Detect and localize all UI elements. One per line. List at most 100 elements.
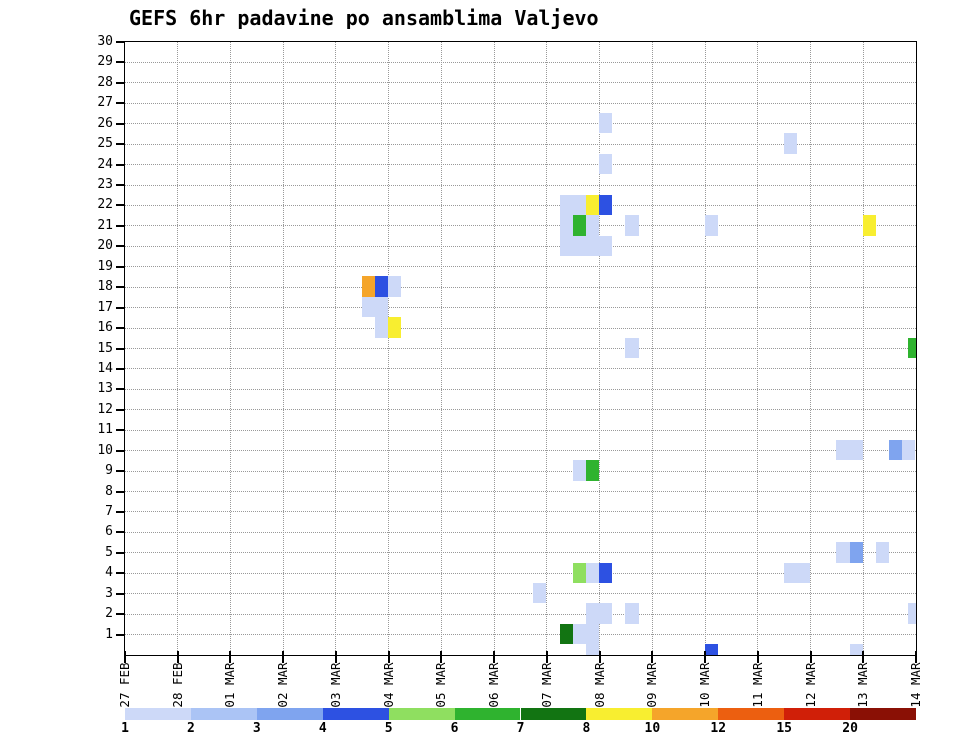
y-tick: [116, 81, 124, 84]
precip-cell: [559, 623, 573, 645]
precip-cell: [599, 235, 613, 257]
colorbar-tick-label: 6: [450, 721, 459, 736]
precip-cell: [572, 460, 586, 481]
y-tick: [116, 633, 124, 636]
grid-line-horizontal: [124, 286, 916, 288]
y-tick-label: 8: [105, 483, 113, 499]
y-tick: [116, 429, 124, 432]
precip-cell: [849, 644, 863, 655]
y-tick: [116, 306, 124, 309]
colorbar-tick-label: 15: [776, 721, 792, 736]
y-tick: [116, 531, 124, 534]
colorbar-tick-label: 12: [710, 721, 727, 736]
y-tick-label: 7: [105, 503, 113, 519]
y-tick-label: 17: [97, 299, 113, 315]
colorbar-segment: [586, 708, 653, 720]
y-tick-label: 28: [97, 74, 113, 90]
x-tick: [387, 651, 390, 663]
y-tick-label: 3: [105, 585, 113, 601]
precip-cell: [374, 317, 389, 338]
y-tick-label: 19: [97, 258, 113, 274]
grid-line-horizontal: [124, 409, 916, 411]
y-tick: [116, 61, 124, 64]
y-tick: [116, 347, 124, 350]
precip-cell: [836, 439, 850, 461]
colorbar-segment: [190, 708, 257, 720]
grid-line-horizontal: [124, 164, 916, 166]
y-tick: [116, 122, 124, 125]
x-tick: [440, 651, 443, 663]
colorbar-tick-label: 5: [384, 721, 393, 736]
y-tick-label: 1: [105, 626, 113, 642]
precip-cell: [388, 317, 402, 338]
precip-cell: [585, 644, 600, 655]
precip-cell: [625, 603, 639, 624]
precip-cell: [585, 562, 600, 583]
y-tick-label: 11: [97, 422, 113, 438]
precip-cell: [849, 439, 863, 461]
x-tick: [704, 651, 707, 663]
y-tick-label: 5: [105, 544, 113, 560]
precip-cell: [559, 215, 573, 236]
y-tick-label: 13: [97, 381, 113, 397]
x-tick: [176, 651, 179, 663]
grid-line-horizontal: [124, 429, 916, 431]
grid-line-horizontal: [124, 572, 916, 574]
grid-line-horizontal: [124, 388, 916, 390]
y-tick: [116, 408, 124, 411]
precip-cell: [585, 460, 600, 481]
y-tick: [116, 245, 124, 248]
precip-cell: [875, 542, 890, 563]
precip-cell: [374, 276, 389, 297]
y-tick: [116, 286, 124, 289]
colorbar-tick-label: 1: [121, 721, 129, 736]
y-tick-label: 12: [97, 401, 113, 417]
precip-cell: [585, 603, 600, 624]
x-tick: [651, 651, 654, 663]
grid-line-horizontal: [124, 470, 916, 472]
colorbar-segment: [850, 708, 916, 720]
precip-cell: [361, 296, 375, 318]
precip-cell: [585, 235, 600, 257]
colorbar-segment: [388, 708, 455, 720]
x-tick: [334, 651, 337, 663]
colorbar-segment: [652, 708, 719, 720]
y-tick-label: 16: [97, 320, 113, 336]
precip-cell: [572, 235, 586, 257]
grid-line-horizontal: [124, 450, 916, 452]
y-tick-label: 18: [97, 279, 113, 295]
colorbar: [125, 708, 916, 720]
grid-line-horizontal: [124, 102, 916, 104]
precip-cell: [388, 276, 402, 297]
precip-cell: [796, 562, 811, 583]
y-tick: [116, 470, 124, 473]
x-tick: [124, 651, 126, 663]
y-tick: [116, 572, 124, 575]
y-tick: [116, 490, 124, 493]
y-tick: [116, 510, 124, 513]
y-tick: [116, 592, 124, 595]
y-tick-label: 6: [105, 524, 113, 540]
colorbar-tick-label: 4: [318, 721, 327, 736]
x-tick: [598, 651, 601, 663]
precip-cell: [704, 215, 718, 236]
precip-cell: [907, 603, 916, 624]
y-tick: [116, 102, 124, 105]
y-tick-label: 26: [97, 115, 113, 131]
y-tick-label: 24: [97, 156, 113, 172]
grid-line-horizontal: [124, 204, 916, 206]
colorbar-segment: [454, 708, 521, 720]
x-tick: [862, 651, 865, 663]
precip-cell: [907, 337, 916, 359]
y-tick: [116, 388, 124, 391]
y-tick: [116, 184, 124, 187]
colorbar-segment: [520, 708, 587, 720]
precip-cell: [625, 215, 639, 236]
y-tick-label: 22: [97, 197, 113, 213]
grid-line-horizontal: [124, 184, 916, 186]
y-tick-label: 29: [97, 54, 113, 70]
y-tick: [116, 41, 124, 43]
grid-line-horizontal: [124, 327, 916, 329]
